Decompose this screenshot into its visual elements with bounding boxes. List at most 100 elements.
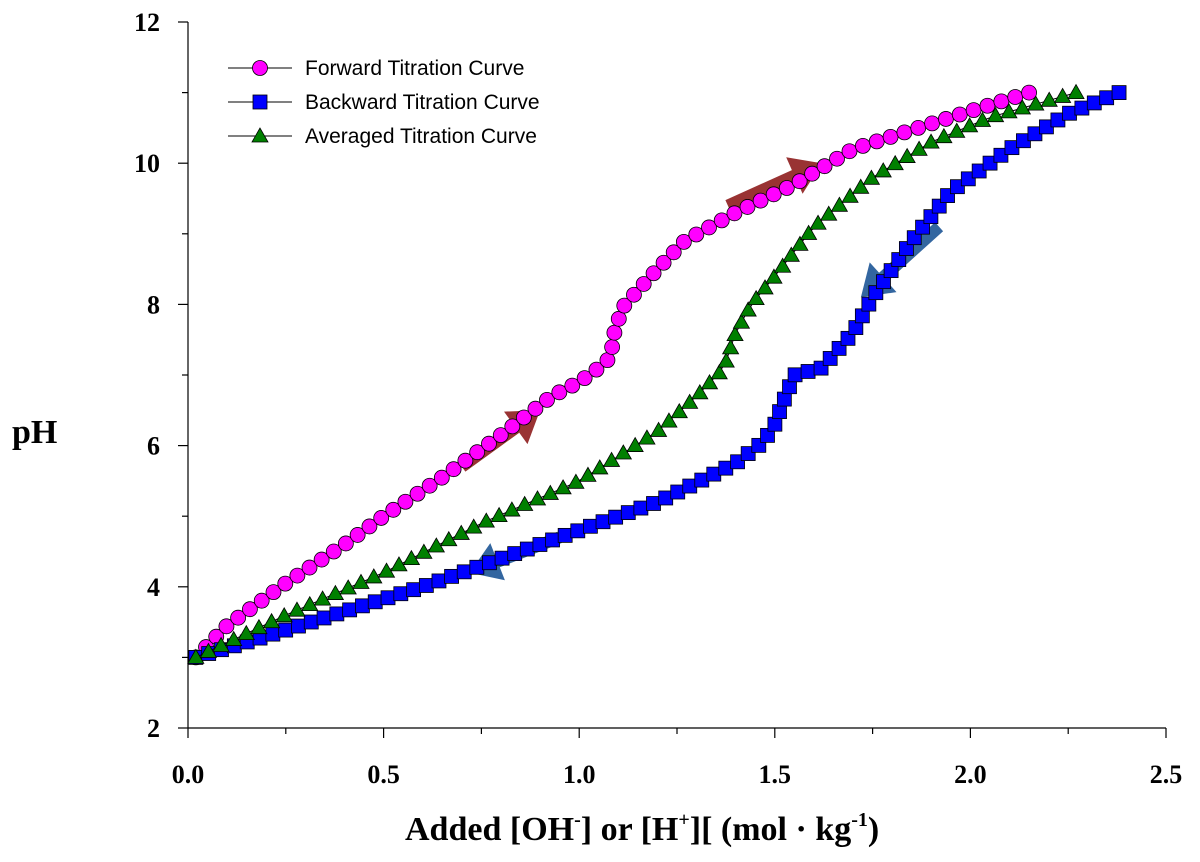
- legend-marker: [251, 127, 269, 143]
- forward-point: [778, 180, 795, 196]
- averaged-point: [602, 451, 621, 467]
- forward-point: [218, 618, 235, 635]
- arrows-layer: [458, 157, 944, 581]
- axes: 2 4 6 8 10 12 0.0 0.5 1.0 1.5 2.0 2.5: [134, 8, 1182, 789]
- averaged-point: [717, 352, 735, 368]
- averaged-point: [390, 556, 408, 572]
- x-axis-title-sup: -1: [851, 809, 868, 831]
- x-axis-title-part: Added [OH: [405, 811, 574, 848]
- averaged-point: [1053, 87, 1072, 103]
- x-axis-title: Added [OH-] or [H+][ (mol · kg-1): [405, 809, 879, 848]
- backward-point: [329, 606, 345, 622]
- forward-point: [688, 226, 705, 243]
- forward-point: [492, 427, 509, 444]
- x-axis-title-part: ][ (mol · kg: [690, 811, 851, 848]
- averaged-point: [352, 573, 370, 589]
- backward-point: [355, 598, 370, 614]
- forward-point: [230, 609, 247, 626]
- x-tick-label: 0.5: [367, 760, 400, 789]
- y-axis-title: pH: [12, 414, 57, 451]
- averaged-point: [1027, 95, 1045, 111]
- forward-point: [979, 97, 996, 114]
- forward-point: [433, 469, 450, 486]
- backward-point: [570, 523, 586, 539]
- averaged-point: [948, 122, 966, 138]
- averaged-point: [626, 436, 644, 452]
- forward-point: [855, 137, 871, 154]
- backward-point: [620, 505, 636, 521]
- backward-point: [633, 500, 649, 516]
- averaged-point: [830, 196, 849, 212]
- averaged-point: [377, 562, 396, 578]
- averaged-point: [986, 106, 1005, 123]
- forward-point: [965, 102, 982, 119]
- averaged-point: [477, 512, 495, 528]
- forward-point: [675, 233, 692, 250]
- averaged-point: [415, 543, 433, 559]
- averaged-point: [212, 636, 230, 652]
- forward-point: [626, 286, 642, 303]
- backward-point: [1062, 105, 1077, 121]
- backward-point: [883, 263, 899, 279]
- averaged-point: [579, 466, 597, 482]
- forward-point: [337, 535, 354, 552]
- backward-point: [367, 594, 383, 610]
- averaged-point: [402, 549, 421, 566]
- forward-point: [635, 276, 652, 292]
- backward-point: [545, 532, 560, 548]
- x-axis-title-part: ): [868, 811, 879, 848]
- averaged-point: [820, 205, 838, 221]
- backward-point: [418, 578, 434, 593]
- x-tick-label: 2.5: [1150, 760, 1183, 789]
- averaged-point: [326, 584, 345, 600]
- averaged-point: [852, 178, 870, 194]
- averaged-point: [649, 421, 668, 437]
- forward-point: [604, 339, 621, 355]
- averaged-point: [660, 412, 678, 428]
- x-axis-title-sup: +: [678, 809, 689, 831]
- backward-point: [993, 147, 1009, 163]
- averaged-point: [922, 133, 940, 149]
- forward-point: [1007, 89, 1024, 105]
- forward-point: [469, 444, 486, 461]
- backward-point: [316, 610, 332, 626]
- forward-point: [397, 493, 414, 510]
- averaged-point: [1040, 91, 1058, 107]
- averaged-point: [452, 524, 470, 540]
- averaged-point: [960, 117, 979, 133]
- backward-point: [532, 537, 548, 552]
- averaged-point: [288, 601, 306, 617]
- x-tick-label: 2.0: [954, 760, 987, 789]
- averaged-point: [250, 618, 268, 635]
- averaged-point: [710, 363, 728, 380]
- averaged-point: [799, 224, 818, 240]
- backward-point: [583, 518, 598, 534]
- x-axis-title-part: ] or [H: [581, 811, 679, 848]
- averaged-point: [691, 384, 709, 400]
- y-tick-label: 6: [147, 432, 160, 461]
- averaged-point: [1067, 83, 1085, 99]
- series-line: [195, 92, 1077, 658]
- forward-point: [841, 143, 858, 160]
- backward-point: [800, 364, 816, 379]
- forward-point: [882, 128, 899, 145]
- legend-label: Backward Titration Curve: [305, 91, 540, 114]
- forward-point: [910, 119, 927, 136]
- averaged-point: [237, 624, 256, 641]
- forward-point: [701, 219, 717, 236]
- backward-point: [891, 252, 907, 267]
- forward-point: [829, 150, 845, 167]
- averaged-point: [670, 402, 688, 419]
- averaged-point: [935, 127, 953, 144]
- averaged-point: [199, 642, 218, 658]
- forward-point: [1021, 84, 1037, 101]
- averaged-point: [747, 289, 765, 306]
- legend-item: Forward Titration Curve: [228, 57, 524, 80]
- averaged-point: [721, 339, 740, 355]
- averaged-point: [339, 579, 357, 595]
- forward-point: [752, 192, 769, 209]
- averaged-point: [782, 246, 800, 262]
- averaged-point: [516, 495, 534, 511]
- backward-point: [876, 274, 891, 290]
